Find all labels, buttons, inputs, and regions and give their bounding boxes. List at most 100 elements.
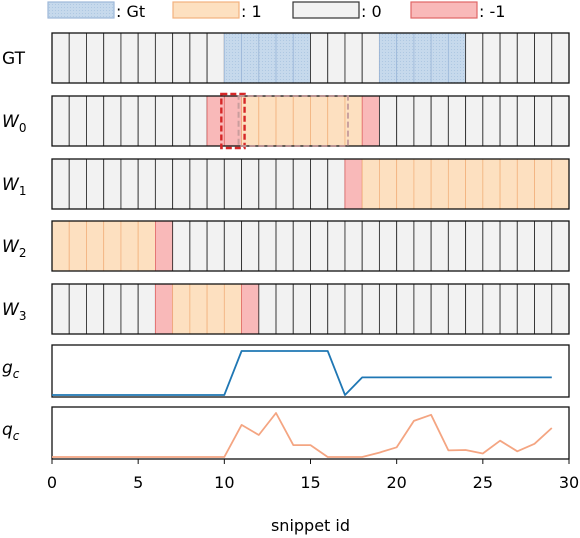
snippet-cell — [154, 283, 174, 335]
snippet-cell — [344, 95, 363, 147]
snippet-cell — [534, 220, 553, 272]
snippet-cell — [465, 32, 484, 84]
snippet-cell — [482, 220, 501, 272]
snippet-cell — [154, 95, 174, 147]
snippet-row: W3 — [2, 283, 570, 335]
snippet-cell — [499, 283, 518, 335]
series-line — [52, 350, 552, 396]
snippet-cell — [396, 32, 415, 84]
snippet-cell — [396, 158, 415, 210]
snippet-cell — [275, 220, 294, 272]
snippet-cell — [51, 32, 70, 84]
snippet-row: W1 — [2, 158, 570, 210]
plot-frame — [51, 344, 570, 398]
snippet-cell — [206, 158, 225, 210]
snippet-cell — [378, 283, 398, 335]
legend-label: : 0 — [361, 2, 382, 21]
snippet-cell — [551, 95, 570, 147]
snippet-cell — [465, 95, 484, 147]
x-axis: 0 5 10 15 20 25 30 snippet id — [47, 459, 579, 535]
snippet-cell — [516, 158, 535, 210]
series-line — [52, 412, 553, 458]
legend-item: : 1 — [172, 1, 262, 21]
snippet-cell — [310, 283, 329, 335]
x-tick-label: 15 — [300, 473, 320, 492]
snippet-cell — [327, 220, 346, 272]
snippet-cell — [551, 283, 570, 335]
legend-label: : Gt — [116, 2, 145, 21]
snippet-cell — [516, 283, 535, 335]
snippet-cell — [430, 220, 449, 272]
snippet-cell — [378, 220, 398, 272]
snippet-cell — [310, 95, 329, 147]
snippet-cell — [206, 32, 225, 84]
snippet-cell — [120, 158, 139, 210]
snippet-cell — [275, 283, 294, 335]
snippet-cell — [327, 95, 346, 147]
snippet-cell — [120, 95, 139, 147]
snippet-cell — [51, 158, 70, 210]
snippet-cell — [275, 95, 294, 147]
snippet-cell — [223, 32, 242, 84]
snippet-cell — [396, 95, 415, 147]
snippet-cell — [516, 95, 535, 147]
legend-label: : -1 — [479, 2, 505, 21]
snippet-cell — [344, 283, 363, 335]
row-label: W1 — [2, 175, 26, 198]
row-frame — [51, 283, 570, 335]
snippet-cell — [258, 95, 277, 147]
row-label: gc — [2, 358, 20, 381]
snippet-cell — [551, 32, 570, 84]
snippet-cell — [482, 158, 501, 210]
snippet-cell — [413, 283, 432, 335]
snippet-cell — [68, 283, 87, 335]
snippet-cell — [292, 283, 311, 335]
snippet-cell — [344, 32, 363, 84]
snippet-cell — [361, 158, 380, 210]
snippet-cell — [120, 220, 139, 272]
snippet-cell — [292, 32, 311, 84]
snippet-cell — [189, 158, 208, 210]
snippet-cell — [86, 95, 105, 147]
snippet-cell — [361, 283, 380, 335]
dashed-highlight-box — [237, 95, 349, 147]
snippet-cell — [396, 283, 415, 335]
x-tick-label: 0 — [47, 473, 57, 492]
snippet-cell — [189, 283, 208, 335]
snippet-cell — [344, 158, 363, 210]
snippet-cell — [361, 32, 380, 84]
x-tick-label: 5 — [133, 473, 143, 492]
snippet-cell — [534, 283, 553, 335]
snippet-cell — [327, 158, 346, 210]
snippet-cell — [120, 283, 139, 335]
snippet-cell — [137, 158, 156, 210]
snippet-cell — [103, 95, 122, 147]
snippet-cell — [258, 158, 277, 210]
x-tick-label: 30 — [559, 473, 579, 492]
snippet-row: W0 — [2, 92, 570, 150]
snippet-cell — [154, 158, 174, 210]
x-tick-label: 20 — [386, 473, 406, 492]
snippet-cell — [413, 95, 432, 147]
snippet-cell — [103, 32, 122, 84]
snippet-cell — [86, 283, 105, 335]
snippet-cell — [51, 220, 70, 272]
snippet-cell — [258, 220, 277, 272]
row-label: W3 — [2, 300, 26, 323]
legend-item: : Gt — [47, 1, 145, 21]
snippet-cell — [68, 158, 87, 210]
snippet-cell — [534, 158, 553, 210]
snippet-cell — [154, 32, 174, 84]
legend-item: : 0 — [292, 1, 382, 21]
legend-swatch — [172, 1, 240, 19]
row-label: GT — [2, 49, 26, 69]
snippet-cell — [499, 220, 518, 272]
snippet-cell — [68, 95, 87, 147]
snippet-cell — [137, 220, 156, 272]
snippet-cell — [206, 283, 225, 335]
snippet-cell — [51, 283, 70, 335]
plot-frame — [51, 406, 570, 460]
snippet-cell — [499, 32, 518, 84]
x-axis-label: snippet id — [271, 516, 350, 535]
